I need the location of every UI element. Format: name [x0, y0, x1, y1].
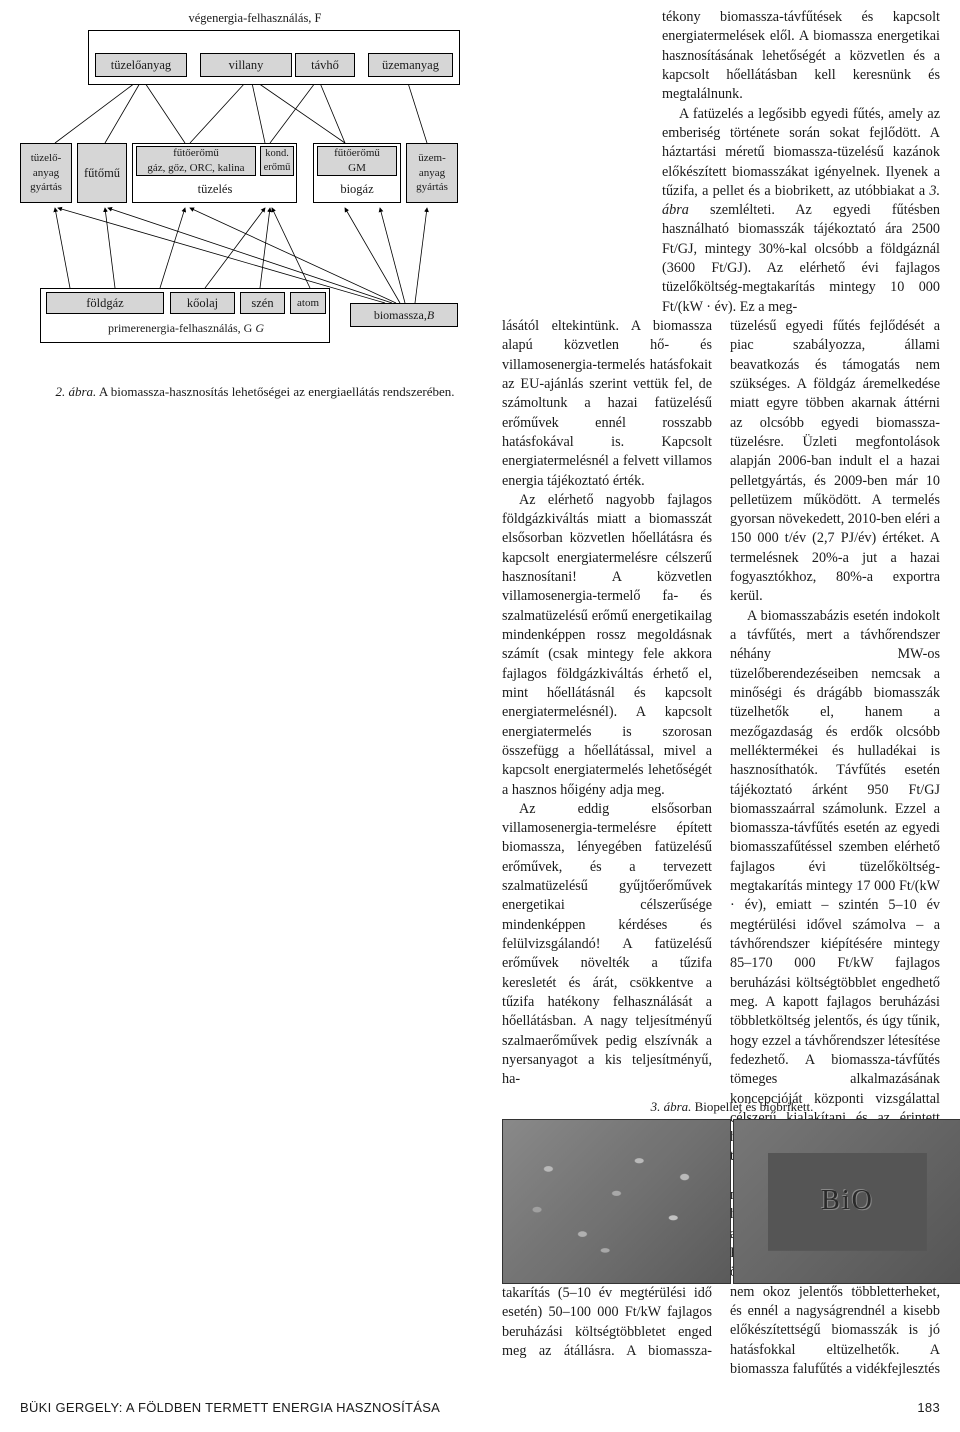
- box-tuzeloanyag: tüzelőanyag: [95, 53, 187, 77]
- right-p1: tékony biomassza-távfűtések és kapcsolt …: [662, 8, 940, 105]
- box-tuzeles: tüzelés: [136, 179, 294, 199]
- box-foldgaz: földgáz: [46, 292, 164, 314]
- box-biomassza: biomassza, B: [350, 303, 458, 327]
- left-p3: Az eddig elsősorban villamosenergia-term…: [502, 800, 712, 1090]
- box-villany: villany: [200, 53, 292, 77]
- box-tuzeloanyag-gyartas: tüzelő-anyaggyártás: [20, 143, 72, 203]
- box-tavho: távhő: [295, 53, 355, 77]
- box-uzemanyag: üzemanyag: [368, 53, 453, 77]
- box-uzem-gyartas: üzem-anyaggyártás: [406, 143, 458, 203]
- box-futomu: fűtőmű: [77, 143, 127, 203]
- right-p2a: A fatüzelés a legősibb egyedi fűtés, ame…: [662, 105, 940, 317]
- box-szen: szén: [240, 292, 285, 314]
- page-number: 183: [917, 1399, 940, 1417]
- left-p1: lásától eltekintünk. A biomassza alapú k…: [502, 317, 712, 491]
- fig2-header: végenergia-felhasználás, F: [160, 8, 350, 28]
- figure-2: végenergia-felhasználás, F tüzelőanyag v…: [20, 8, 490, 401]
- page-footer: BÜKI GERGELY: A FÖLDBEN TERMETT ENERGIA …: [20, 1399, 940, 1417]
- box-kond: kond.erőmű: [260, 146, 294, 176]
- box-gaz-orc: fűtőerőműgáz, gőz, ORC, kalina: [136, 146, 256, 176]
- box-primer: primerenergia-felhasználás, G G: [46, 318, 326, 338]
- photo-biopellet: [502, 1119, 731, 1284]
- right-p3: A biomasszabázis esetén indokolt a távfű…: [730, 607, 940, 1167]
- box-atom: atom: [290, 292, 326, 314]
- box-gm: fűtőerőműGM: [317, 146, 397, 176]
- box-biogaz: biogáz: [317, 179, 397, 199]
- footer-author-title: BÜKI GERGELY: A FÖLDBEN TERMETT ENERGIA …: [20, 1400, 440, 1415]
- figure-2-caption: 2. ábra. A biomassza-hasznosítás lehetős…: [20, 384, 490, 401]
- left-p2: Az elérhető nagyobb fajlagos földgázkivá…: [502, 491, 712, 800]
- photo-biobrikett: [733, 1119, 960, 1284]
- box-koolaj: kőolaj: [170, 292, 235, 314]
